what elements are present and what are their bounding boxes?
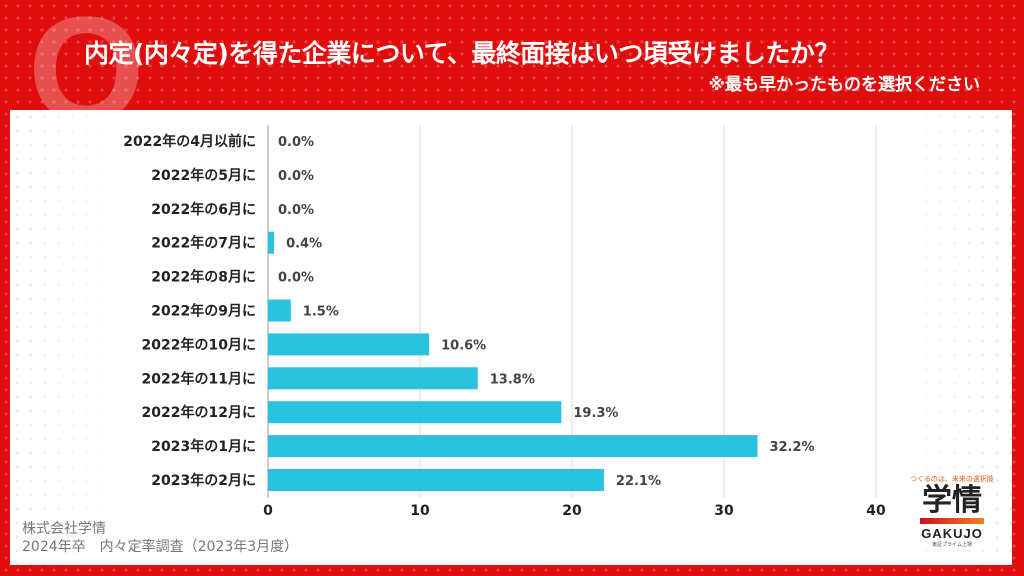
page-title: 内定(内々定)を得た企業について、最終面接はいつ頃受けましたか？ [84,39,839,68]
bar [268,435,758,458]
data-label: 1.5% [303,305,339,320]
bar [268,231,275,254]
bar [268,401,562,424]
footer: 株式会社学情 2024年卒 内々定率調査（2023年3月度） [22,520,298,556]
data-label: 13.8% [490,372,535,387]
data-label: 0.0% [278,271,314,286]
logo-listing: 東証プライム上場 [932,542,972,548]
category-label: 2022年の12月に [142,404,256,421]
category-label: 2022年の6月に [151,201,256,218]
category-label: 2022年の8月に [151,269,256,286]
x-tick-label: 40 [866,503,886,519]
category-label: 2022年の11月に [142,370,256,387]
footer-company: 株式会社学情 [22,521,106,537]
bar [268,333,430,356]
data-label: 0.4% [286,237,322,252]
bar [268,367,478,390]
x-tick-label: 0 [263,503,273,519]
category-label: 2022年の9月に [151,303,256,320]
data-label: 22.1% [616,474,661,489]
data-label: 19.3% [573,406,618,421]
x-tick-label: 10 [410,503,430,519]
category-label: 2022年の10月に [142,336,256,353]
page-subtitle: ※最も早かったものを選択ください [708,75,980,95]
data-label: 10.6% [441,338,486,353]
category-label: 2022年の5月に [151,167,256,184]
data-label: 0.0% [278,169,314,184]
x-tick-label: 20 [562,503,582,519]
gakujo-logo: つくるのは、未来の選択肢 学情 GAKUJO 東証プライム上場 [906,474,998,548]
logo-english: GAKUJO [921,526,983,541]
logo-bar [920,518,984,524]
footer-survey: 2024年卒 内々定率調査（2023年3月度） [22,539,299,555]
category-label: 2022年の7月に [151,235,256,252]
category-label: 2022年の4月以前に [123,133,256,150]
data-label: 0.0% [278,135,314,150]
data-label: 32.2% [769,440,814,455]
category-label: 2023年の1月に [151,438,256,455]
x-tick-label: 30 [714,503,734,519]
category-label: 2023年の2月に [151,472,256,489]
data-label: 0.0% [278,203,314,218]
bar [268,299,291,322]
bar [268,469,604,491]
logo-tagline: つくるのは、未来の選択肢 [910,475,994,483]
logo-kanji: 学情 [922,483,982,518]
